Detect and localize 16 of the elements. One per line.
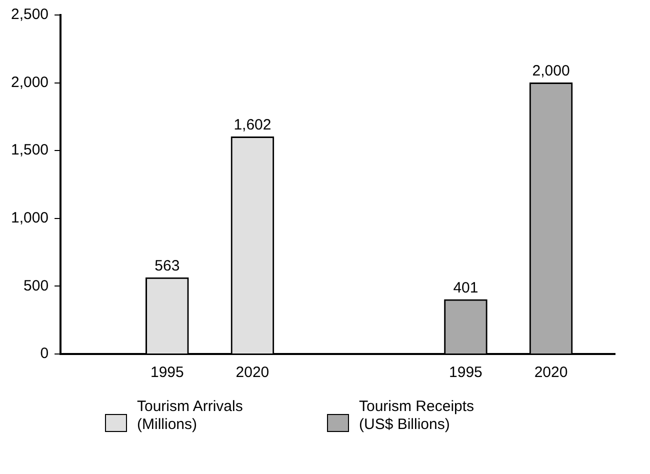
legend-label: Tourism Arrivals (Millions) <box>137 398 244 434</box>
legend-label: Tourism Receipts (US$ Billions) <box>359 398 476 434</box>
data-label: 2,000 <box>532 62 570 80</box>
data-label: 563 <box>154 257 180 274</box>
x-tick-label: 2020 <box>534 364 568 382</box>
y-tick-label: 1,000 <box>10 210 49 227</box>
y-tick-label: 2,000 <box>10 74 49 91</box>
x-tick-label: 1995 <box>449 364 482 382</box>
data-label: 401 <box>453 279 478 296</box>
y-tick-label: 1,500 <box>10 142 49 159</box>
data-label: 1,602 <box>234 116 272 134</box>
y-tick-label: 0 <box>40 345 49 362</box>
y-tick-label: 500 <box>24 277 49 294</box>
x-tick-label: 2020 <box>236 364 270 382</box>
y-tick-label: 2,500 <box>10 6 49 24</box>
x-tick-label: 1995 <box>150 364 184 382</box>
